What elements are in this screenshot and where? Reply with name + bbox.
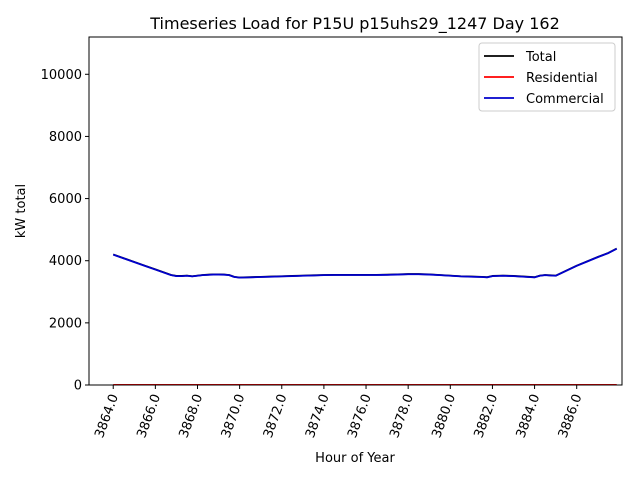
y-tick-label: 10000 bbox=[41, 68, 82, 83]
series-line-commercial bbox=[112, 247, 618, 279]
y-tick-label: 8000 bbox=[49, 130, 82, 145]
y-tick-label: 4000 bbox=[49, 254, 82, 269]
x-axis-label: Hour of Year bbox=[315, 451, 395, 466]
legend-label-total: Total bbox=[525, 50, 556, 65]
y-tick-label: 2000 bbox=[49, 316, 82, 331]
y-axis-ticks: 0 2000 4000 6000 8000 10000 bbox=[41, 68, 89, 394]
plot-frame bbox=[88, 36, 623, 386]
y-tick-label: 6000 bbox=[49, 192, 82, 207]
legend: Total Residential Commercial bbox=[478, 42, 616, 112]
chart-title: Timeseries Load for P15U p15uhs29_1247 D… bbox=[149, 14, 560, 34]
legend-box bbox=[478, 42, 616, 112]
y-tick-label: 0 bbox=[74, 379, 82, 394]
legend-label-commercial: Commercial bbox=[526, 92, 604, 107]
y-axis-label: kW total bbox=[14, 184, 29, 238]
legend-label-residential: Residential bbox=[526, 71, 598, 86]
